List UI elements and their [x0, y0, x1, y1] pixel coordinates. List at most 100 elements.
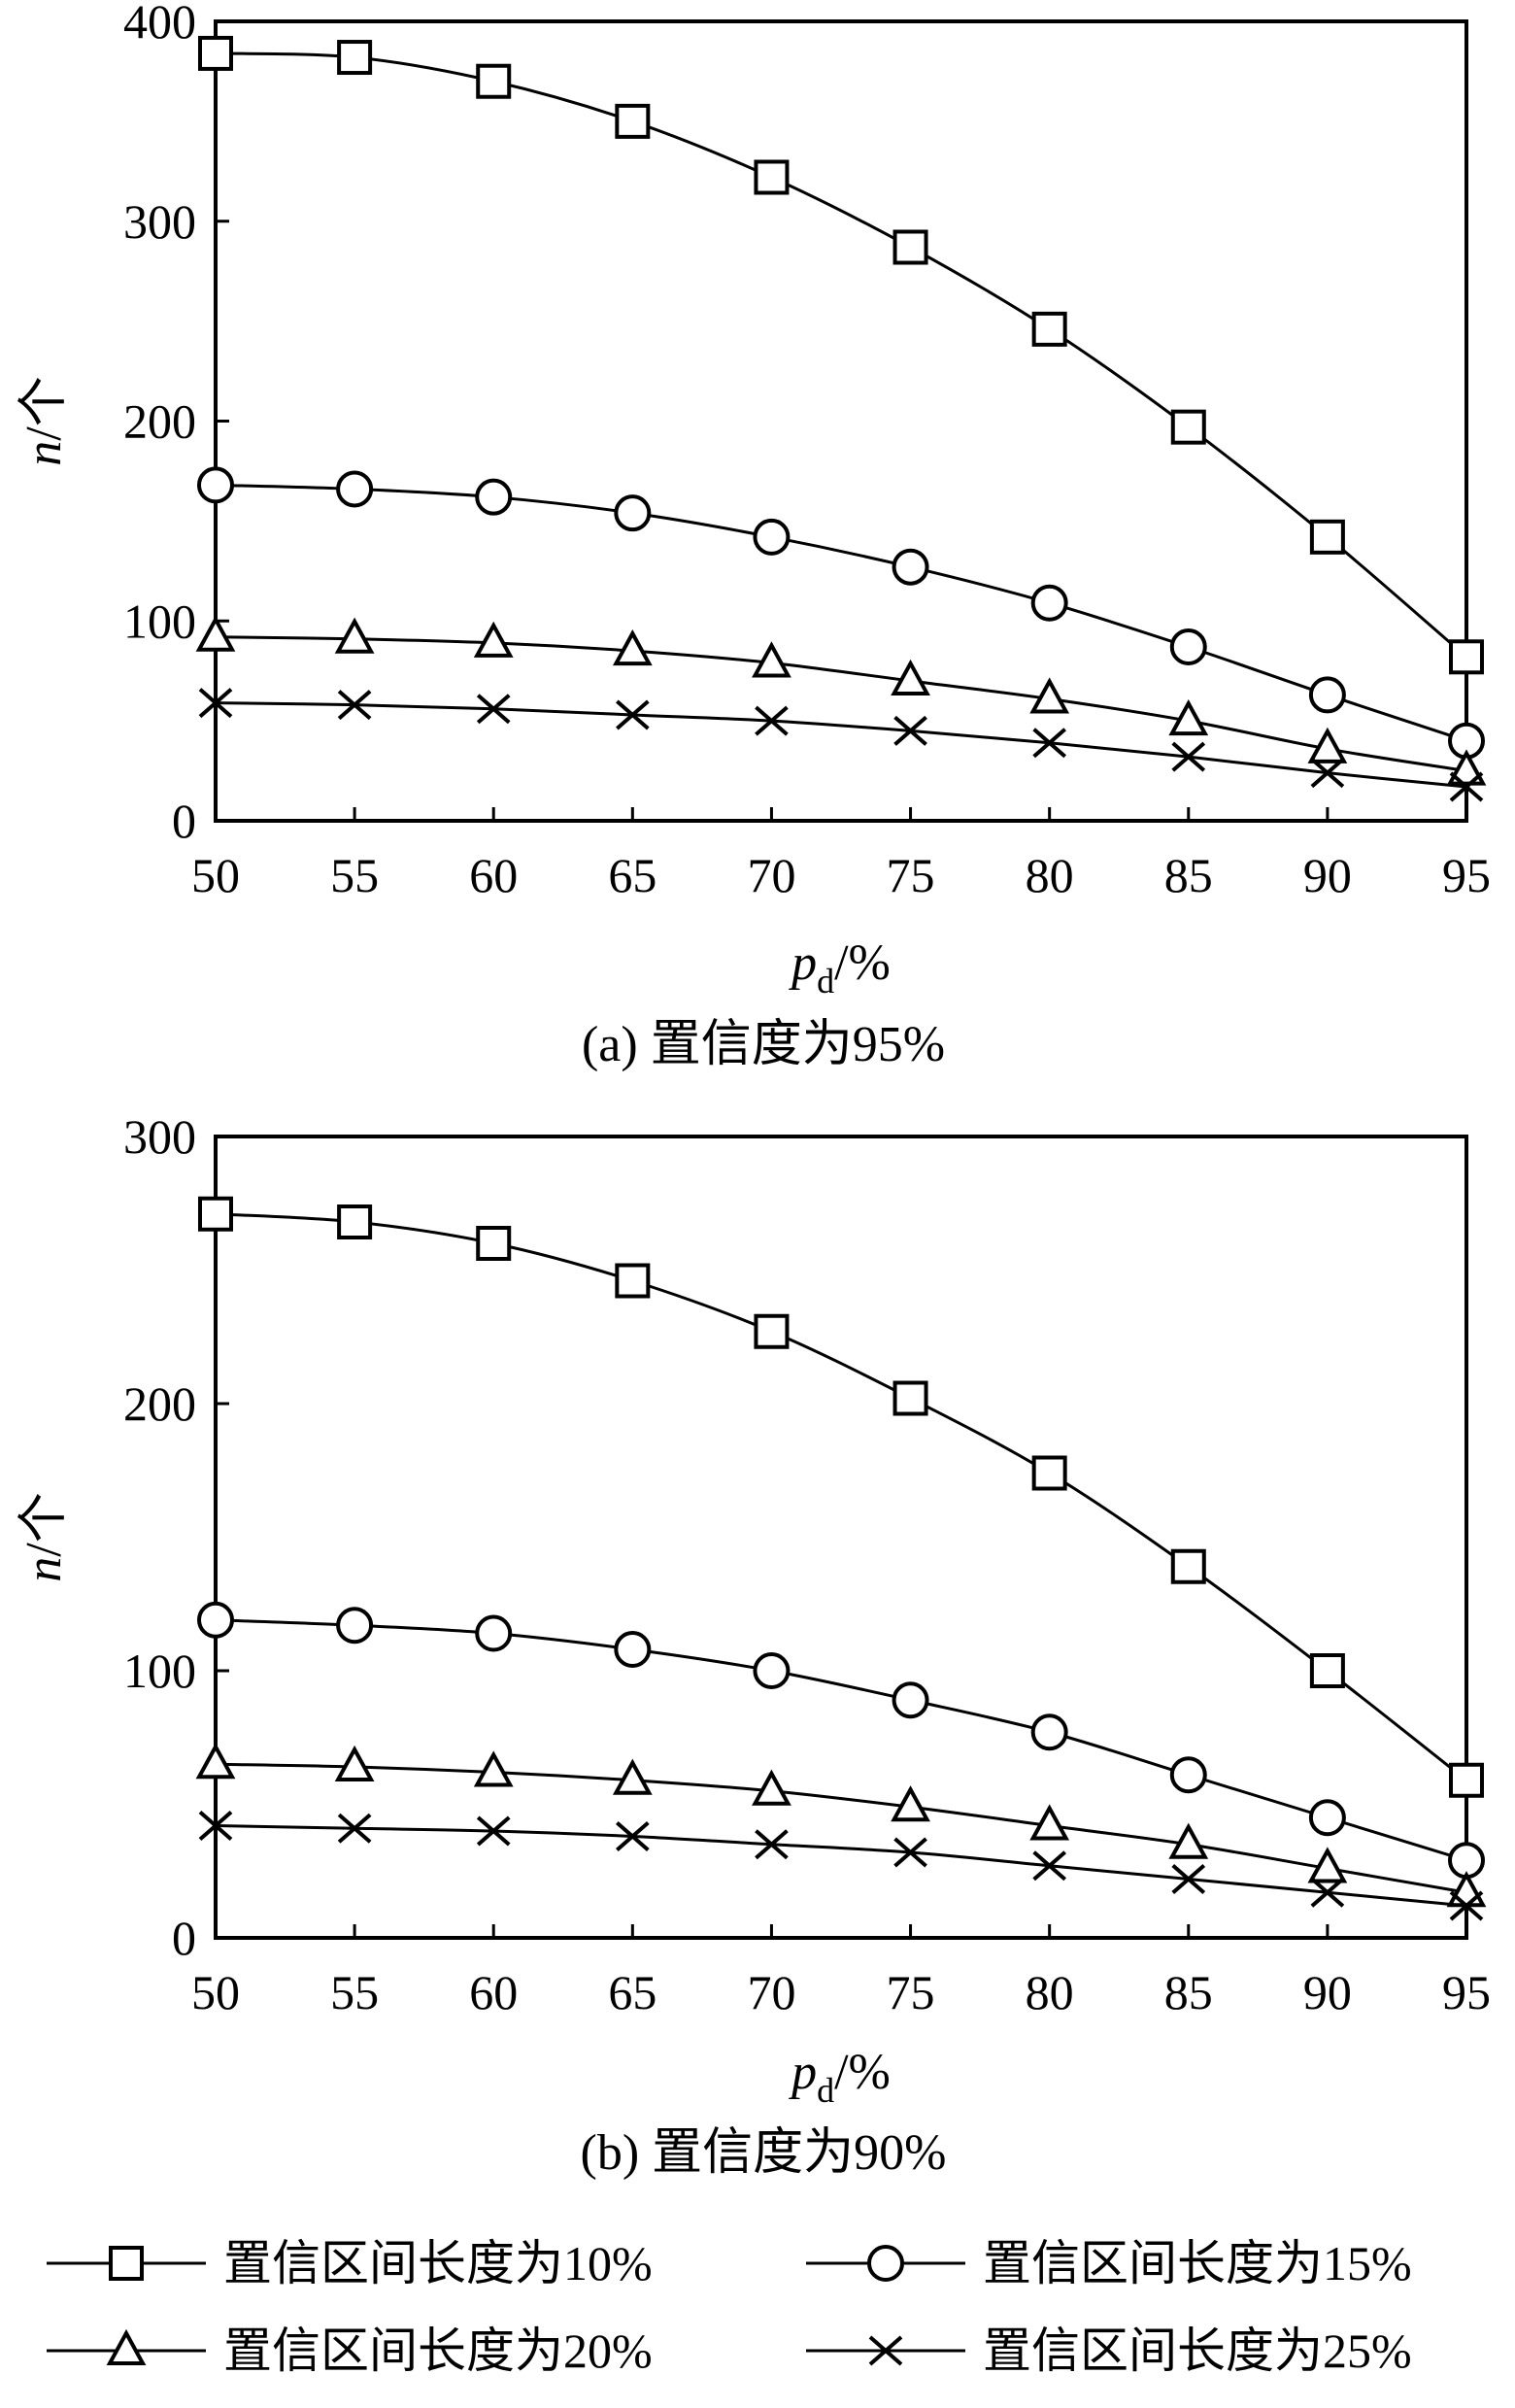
x-axis-label: pd/% — [788, 2045, 891, 2110]
data-point-circle — [336, 470, 374, 508]
data-point-x — [476, 1815, 511, 1847]
x-tick-label: 50 — [191, 1965, 240, 2019]
x-tick-label: 55 — [330, 848, 379, 902]
data-point-x — [755, 705, 789, 736]
data-point-triangle — [612, 628, 653, 666]
series-circle — [197, 466, 1485, 760]
data-point-x — [893, 715, 927, 746]
legend-item-circle: 置信区间长度为15% — [806, 2236, 1412, 2290]
legend: 置信区间长度为10% 置信区间长度为15% 置信区间长度为20% 置信区间长度为25% — [47, 2236, 1412, 2378]
x-tick-label: 55 — [330, 1965, 379, 2019]
data-point-x — [198, 1810, 233, 1842]
data-point-square — [1170, 409, 1206, 445]
data-point-x — [1032, 1850, 1066, 1882]
data-point-square — [476, 63, 512, 99]
data-point-square — [615, 103, 651, 139]
x-axis-label: pd/% — [788, 935, 891, 1001]
data-point-square — [337, 1204, 373, 1239]
data-point-square — [198, 35, 233, 71]
series-line — [215, 483, 1467, 743]
data-point-x — [1449, 1890, 1484, 1921]
data-point-x — [1171, 741, 1206, 772]
series-line — [215, 635, 1467, 773]
data-point-circle — [1030, 584, 1068, 622]
series-line — [215, 51, 1467, 659]
y-tick-label: 200 — [123, 1376, 196, 1431]
data-point-triangle — [1168, 1822, 1209, 1859]
series-x — [198, 1810, 1484, 1921]
data-point-circle — [753, 1652, 791, 1689]
data-point-x — [1032, 728, 1066, 759]
series-square — [198, 35, 1484, 675]
data-point-square — [1170, 1548, 1206, 1584]
legend-item-x: 置信区间长度为25% — [806, 2323, 1412, 2378]
data-point-circle — [753, 518, 791, 556]
data-point-triangle — [1029, 1804, 1070, 1841]
data-point-circle — [475, 478, 513, 516]
data-point-triangle — [195, 615, 236, 652]
data-point-square — [337, 40, 373, 76]
data-point-x — [337, 690, 372, 721]
x-tick-label: 65 — [608, 848, 656, 902]
legend-item-triangle: 置信区间长度为20% — [47, 2323, 653, 2378]
x-tick-label: 60 — [469, 1965, 518, 2019]
data-point-x — [755, 1829, 789, 1860]
data-point-triangle — [473, 1750, 514, 1787]
data-point-triangle — [1029, 677, 1070, 714]
series-line — [215, 1824, 1467, 1908]
data-point-circle — [197, 466, 234, 504]
data-point-square — [1449, 639, 1484, 675]
y-tick-label: 300 — [123, 194, 196, 249]
y-tick-label: 0 — [172, 1911, 196, 1965]
y-tick-label: 400 — [123, 0, 196, 49]
x-tick-label: 75 — [887, 848, 935, 902]
data-point-x — [616, 699, 650, 730]
x-tick-label: 75 — [887, 1965, 935, 2019]
data-point-square — [198, 1196, 233, 1232]
x-tick-label: 80 — [1026, 1965, 1074, 2019]
data-point-triangle — [891, 1785, 930, 1822]
data-point-circle — [614, 1631, 652, 1668]
data-point-circle — [1030, 1713, 1068, 1751]
data-point-x — [476, 694, 511, 725]
series-square — [198, 1196, 1484, 1798]
plot-frame-b — [214, 1135, 1468, 1940]
data-point-triangle — [195, 1743, 236, 1780]
x-tick-label: 95 — [1442, 848, 1491, 902]
y-tick-label: 300 — [123, 1109, 196, 1164]
series-triangle — [195, 615, 1487, 786]
x-tick-label: 65 — [608, 1965, 656, 2019]
data-point-x — [1310, 1877, 1345, 1908]
y-tick-label: 100 — [123, 1644, 196, 1698]
data-point-circle — [1169, 627, 1207, 665]
chart-panel-a: 50 55 60 65 70 75 80 85 90 95 0 100 200 300 400 n/个 pd/%… — [17, 0, 1491, 1072]
data-point-triangle — [891, 659, 930, 695]
legend-marker-triangle — [106, 2328, 147, 2365]
y-tick-label: 100 — [123, 594, 196, 648]
x-tick-label: 80 — [1026, 848, 1074, 902]
data-point-square — [892, 1380, 928, 1416]
x-tick-label: 95 — [1442, 1965, 1491, 2019]
x-tick-label: 90 — [1303, 1965, 1352, 2019]
data-point-square — [1309, 1653, 1345, 1688]
series-line — [215, 701, 1467, 789]
legend-marker-x — [868, 2335, 903, 2366]
data-point-triangle — [1446, 749, 1487, 786]
legend-label: 置信区间长度为20% — [223, 2323, 653, 2378]
data-point-circle — [1308, 676, 1346, 714]
legend-label: 置信区间长度为15% — [983, 2236, 1412, 2290]
data-point-triangle — [752, 1769, 791, 1806]
data-point-x — [616, 1820, 650, 1852]
x-tick-label: 85 — [1164, 848, 1213, 902]
series-triangle — [195, 1743, 1487, 1908]
data-point-circle — [892, 1681, 929, 1719]
data-point-triangle — [473, 621, 514, 658]
series-x — [198, 688, 1484, 802]
data-point-square — [1031, 1455, 1067, 1491]
data-point-triangle — [1307, 727, 1348, 763]
panel-caption-b: (b) 置信度为90% — [581, 2125, 947, 2181]
data-point-x — [893, 1837, 927, 1868]
data-point-square — [754, 159, 790, 195]
panel-caption-a: (a) 置信度为95% — [582, 1017, 945, 1072]
data-point-square — [476, 1226, 512, 1261]
